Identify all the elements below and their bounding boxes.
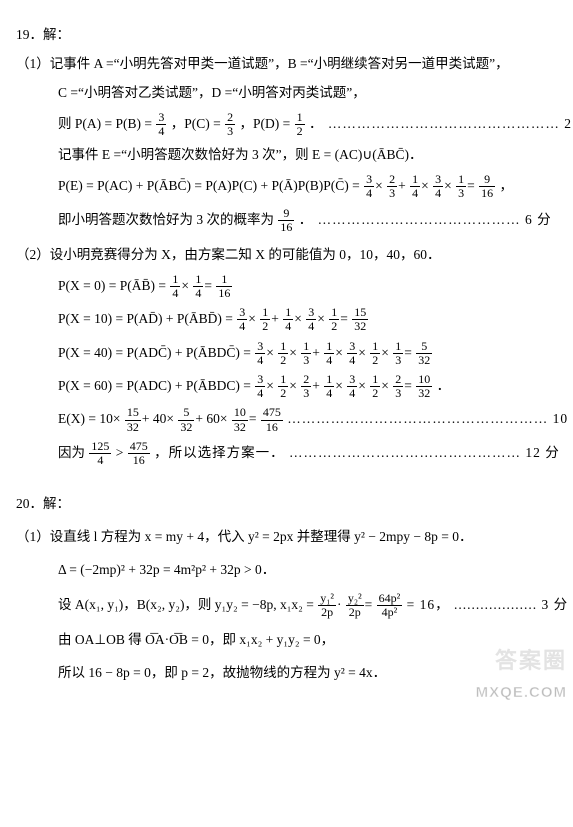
frac: 23 [387, 173, 397, 200]
q19-p1-l2: C =“小明答对乙类试题”，D =“小明答对丙类试题”， [58, 82, 557, 105]
frac: 34 [255, 373, 265, 400]
score-marker: ，所以选择方案一． ………………………………………… 12 分 [154, 444, 560, 459]
frac: 12 [278, 373, 288, 400]
frac: 1254 [89, 440, 111, 467]
score-marker: ． ………………………………………… 2 分 [309, 116, 573, 131]
frac: 34 [347, 340, 357, 367]
frac: 12 [329, 306, 339, 333]
frac: 14 [324, 340, 334, 367]
q19-p2-l1: （2）设小明竞赛得分为 X，由方案二知 X 的可能值为 0，10，40，60． [16, 244, 557, 267]
q19-header: 19．解： [16, 24, 557, 47]
q19-p1-l4: 记事件 E =“小明答题次数恰好为 3 次”，则 E = (AC)∪(ĀBC̄)… [58, 144, 557, 167]
q19-p1-l1: （1）记事件 A =“小明先答对甲类一道试题”，B =“小明继续答对另一道甲类试… [16, 53, 557, 76]
q20-l1: （1）设直线 l 方程为 x = my + 4，代入 y² = 2px 并整理得… [16, 526, 557, 549]
frac: 1032 [232, 406, 248, 433]
text: ． [437, 378, 451, 393]
q19-ex: E(X) = 10× 1532+ 40× 532+ 60× 1032= 4751… [58, 406, 557, 433]
frac: 1532 [125, 406, 141, 433]
frac: 47516 [261, 406, 283, 433]
frac: 34 [255, 340, 265, 367]
frac: 14 [324, 373, 334, 400]
text: 则 P(A) = P(B) = [58, 116, 155, 131]
frac: 12 [295, 111, 305, 138]
q19-px0: P(X = 0) = P(ĀB̄) = 14× 14= 116 [58, 273, 557, 300]
frac: 12 [370, 373, 380, 400]
frac: y₂²2p [346, 592, 364, 619]
frac: 34 [237, 306, 247, 333]
text: 因为 [58, 444, 88, 459]
frac: 23 [301, 373, 311, 400]
frac: 47516 [128, 440, 150, 467]
frac: 64p²4p² [377, 592, 403, 619]
frac: 532 [178, 406, 194, 433]
frac: 13 [456, 173, 466, 200]
text: ，P(C) = [171, 116, 224, 131]
frac: 116 [216, 273, 232, 300]
text: ， [499, 178, 513, 193]
q20-l5: 所以 16 − 8p = 0，即 p = 2，故抛物线的方程为 y² = 4x． [58, 662, 557, 685]
frac: 14 [283, 306, 293, 333]
frac: 34 [347, 373, 357, 400]
text: P(X = 60) = P(ADC) + P(ĀBDC) = [58, 378, 254, 393]
frac: 14 [193, 273, 203, 300]
text: P(X = 0) = P(ĀB̄) = [58, 278, 169, 293]
text: P(X = 10) = P(AD̄) + P(ĀBD̄) = [58, 311, 236, 326]
frac: 916 [278, 207, 294, 234]
frac: 14 [410, 173, 420, 200]
text: ，P(D) = [239, 116, 293, 131]
q19-p1-l5: P(E) = P(AC) + P(ĀBC̄) = P(A)P(C) + P(Ā)… [58, 173, 557, 200]
frac: 13 [393, 340, 403, 367]
q20-l4: 由 OA⊥OB 得 O͞A·O͞B = 0，即 x₁x₂ + y₁y₂ = 0， [58, 629, 557, 652]
text: 设 A(x₁, y₁)，B(x₂, y₂)，则 y₁y₂ = −8p, x₁x₂… [58, 597, 317, 612]
q19-px40: P(X = 40) = P(ADC̄) + P(ĀBDC̄) = 34× 12×… [58, 340, 557, 367]
text: P(E) = P(AC) + P(ĀBC̄) = P(A)P(C) + P(Ā)… [58, 178, 363, 193]
frac: 12 [260, 306, 270, 333]
frac: 23 [393, 373, 403, 400]
frac: 916 [479, 173, 495, 200]
text: 即小明答题次数恰好为 3 次的概率为 [58, 211, 277, 226]
text: E(X) = 10× [58, 411, 120, 426]
score-marker: ……………………………………………… 10 分 [287, 411, 573, 426]
frac: 34 [156, 111, 166, 138]
frac: 1032 [416, 373, 432, 400]
q19-cmp: 因为 1254 > 47516 ，所以选择方案一． ……………………………………… [58, 440, 557, 467]
score-marker: ． …………………………………… 6 分 [299, 211, 552, 226]
score-marker: = 16， ................... 3 分 [407, 597, 569, 612]
q20-l3: 设 A(x₁, y₁)，B(x₂, y₂)，则 y₁y₂ = −8p, x₁x₂… [58, 592, 557, 619]
frac: 12 [278, 340, 288, 367]
q19-p1-l3: 则 P(A) = P(B) = 34 ，P(C) = 23 ，P(D) = 12… [58, 111, 557, 138]
q19-px10: P(X = 10) = P(AD̄) + P(ĀBD̄) = 34× 12+ 1… [58, 306, 557, 333]
frac: 14 [170, 273, 180, 300]
frac: y₁²2p [318, 592, 336, 619]
frac: 34 [433, 173, 443, 200]
text: P(X = 40) = P(ADC̄) + P(ĀBDC̄) = [58, 344, 254, 359]
q19-p1-l6: 即小明答题次数恰好为 3 次的概率为 916 ． …………………………………… … [58, 207, 557, 234]
frac: 34 [364, 173, 374, 200]
frac: 1532 [352, 306, 368, 333]
q19-px60: P(X = 60) = P(ADC) + P(ĀBDC) = 34× 12× 2… [58, 373, 557, 400]
q20-header: 20．解： [16, 493, 557, 516]
frac: 12 [370, 340, 380, 367]
frac: 13 [301, 340, 311, 367]
frac: 34 [306, 306, 316, 333]
q20-l2: Δ = (−2mp)² + 32p = 4m²p² + 32p > 0． [58, 559, 557, 582]
frac: 23 [225, 111, 235, 138]
frac: 532 [416, 340, 432, 367]
